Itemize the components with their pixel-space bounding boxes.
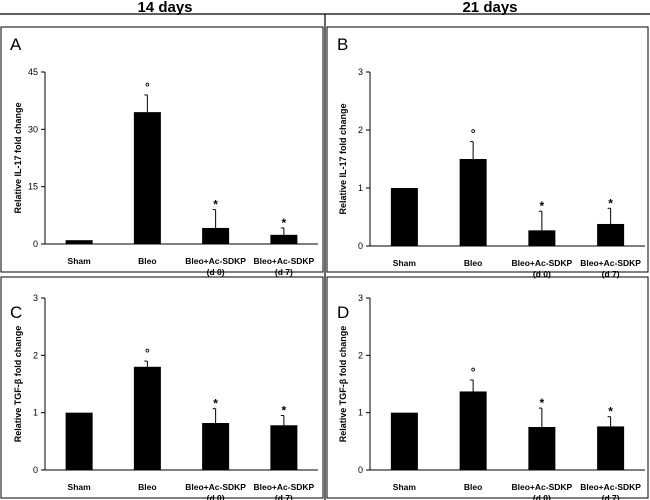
y-tick-label: 30 bbox=[28, 124, 38, 134]
x-category-label: (d 7) bbox=[602, 269, 620, 279]
y-tick-label: 0 bbox=[358, 241, 363, 251]
x-category-label: Bleo+Ac-SDKP bbox=[512, 482, 573, 492]
bar bbox=[390, 412, 418, 470]
x-category-label: (d 7) bbox=[275, 493, 293, 500]
significance-asterisk: * bbox=[282, 404, 287, 418]
x-category-label: Bleo bbox=[138, 482, 156, 492]
bar bbox=[390, 188, 418, 246]
x-category-label: (d 7) bbox=[275, 267, 293, 277]
x-category-label: Bleo+Ac-SDKP bbox=[254, 482, 315, 492]
x-category-label: Sham bbox=[393, 482, 417, 492]
chart-panel-d: D Relative TGF-β fold change 0 1 2 3 Sham ° Bleo… bbox=[337, 293, 645, 500]
bar bbox=[202, 422, 230, 470]
y-tick-label: 0 bbox=[33, 239, 38, 249]
chart-panel-a: A Relative IL-17 fold change 0 15 30 45 Sham ° B… bbox=[10, 35, 318, 277]
x-category-label: Bleo+Ac-SDKP bbox=[580, 482, 641, 492]
x-category-label: Bleo+Ac-SDKP bbox=[254, 256, 315, 266]
panel-frame-b bbox=[326, 26, 649, 273]
significance-asterisk: * bbox=[540, 396, 545, 410]
y-tick-label: 2 bbox=[358, 125, 363, 135]
panel-letter-d: D bbox=[337, 303, 349, 322]
bar bbox=[459, 159, 487, 246]
y-axis-label-b: Relative IL-17 fold change bbox=[338, 103, 348, 214]
bar bbox=[65, 240, 93, 244]
bar bbox=[270, 234, 298, 244]
bar bbox=[597, 223, 625, 246]
y-tick-label: 3 bbox=[358, 293, 363, 303]
x-category-label: Bleo+Ac-SDKP bbox=[512, 258, 573, 268]
x-category-label: (d 0) bbox=[207, 267, 225, 277]
y-axis-label-c: Relative TGF-β fold change bbox=[13, 326, 23, 443]
bar bbox=[133, 366, 161, 470]
bar bbox=[202, 227, 230, 244]
x-category-label: Bleo+Ac-SDKP bbox=[185, 482, 246, 492]
bar bbox=[459, 391, 487, 470]
bar bbox=[528, 230, 556, 246]
y-axis-label-a: Relative IL-17 fold change bbox=[13, 102, 23, 213]
header-14-days: 14 days bbox=[137, 0, 192, 16]
significance-asterisk: * bbox=[540, 199, 545, 213]
y-tick-label: 3 bbox=[33, 293, 38, 303]
panel-letter-a: A bbox=[10, 35, 22, 54]
y-tick-label: 2 bbox=[358, 350, 363, 360]
significance-asterisk: * bbox=[213, 198, 218, 212]
y-axis-label-d: Relative TGF-β fold change bbox=[338, 326, 348, 443]
significance-asterisk: * bbox=[608, 196, 613, 210]
x-category-label: Sham bbox=[68, 482, 92, 492]
bar bbox=[597, 426, 625, 470]
y-tick-label: 15 bbox=[28, 182, 38, 192]
panel-frame-d bbox=[326, 276, 649, 499]
bar bbox=[270, 425, 298, 470]
y-tick-label: 1 bbox=[33, 408, 38, 418]
chart-panel-c: C Relative TGF-β fold change 0 1 2 3 Sham ° Bleo… bbox=[10, 293, 318, 500]
y-tick-label: 2 bbox=[33, 350, 38, 360]
significance-circle: ° bbox=[471, 365, 476, 379]
x-category-label: (d 7) bbox=[602, 493, 620, 500]
x-category-label: Bleo bbox=[464, 482, 482, 492]
x-category-label: Sham bbox=[393, 258, 417, 268]
chart-panel-b: B Relative IL-17 fold change 0 1 2 3 Sham ° Bleo… bbox=[337, 35, 645, 279]
x-category-label: (d 0) bbox=[533, 269, 551, 279]
bar bbox=[528, 427, 556, 470]
y-tick-label: 1 bbox=[358, 408, 363, 418]
significance-asterisk: * bbox=[282, 216, 287, 230]
y-tick-label: 0 bbox=[33, 465, 38, 475]
significance-asterisk: * bbox=[213, 397, 218, 411]
x-category-label: Bleo+Ac-SDKP bbox=[185, 256, 246, 266]
significance-asterisk: * bbox=[608, 405, 613, 419]
significance-circle: ° bbox=[145, 80, 150, 94]
x-category-label: Sham bbox=[68, 256, 92, 266]
panel-frame-c bbox=[0, 276, 324, 499]
panel-frame-a bbox=[0, 26, 324, 273]
x-category-label: Bleo bbox=[464, 258, 482, 268]
significance-circle: ° bbox=[145, 346, 150, 360]
bar bbox=[65, 412, 93, 470]
header-21-days: 21 days bbox=[462, 0, 517, 16]
panel-letter-b: B bbox=[337, 35, 348, 54]
y-tick-label: 0 bbox=[358, 465, 363, 475]
y-tick-label: 45 bbox=[28, 67, 38, 77]
x-category-label: (d 0) bbox=[207, 493, 225, 500]
y-tick-label: 1 bbox=[358, 183, 363, 193]
x-category-label: Bleo+Ac-SDKP bbox=[580, 258, 641, 268]
x-category-label: Bleo bbox=[138, 256, 156, 266]
significance-circle: ° bbox=[471, 127, 476, 141]
y-tick-label: 3 bbox=[358, 67, 363, 77]
panel-letter-c: C bbox=[10, 303, 22, 322]
x-category-label: (d 0) bbox=[533, 493, 551, 500]
bar bbox=[133, 112, 161, 244]
